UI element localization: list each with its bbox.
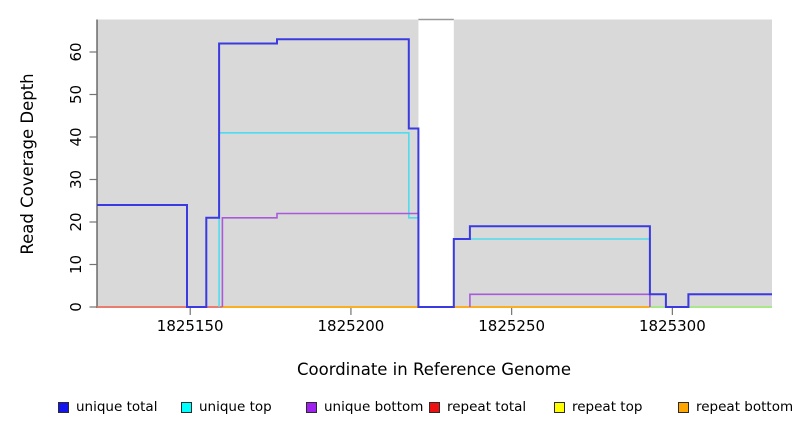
legend-swatch-repeat-total [429,402,440,413]
y-tick-label: 30 [67,170,85,189]
y-axis-title: Read Coverage Depth [18,73,37,254]
panel-layer [96,18,772,308]
legend-label: repeat bottom [696,399,792,415]
legend-item-unique-total: unique total [58,400,157,415]
legend-item-unique-bottom: unique bottom [306,400,423,415]
legend-item-repeat-bottom: repeat bottom [678,400,792,415]
legend-label: unique top [199,399,272,415]
axes-layer: 1825150 1825200 1825250 1825300 0 10 20 30 40 50 6… [67,42,706,335]
y-tick-label: 60 [67,42,85,61]
legend-swatch-unique-bottom [306,402,317,413]
legend-item-repeat-top: repeat top [554,400,642,415]
legend-swatch-repeat-top [554,402,565,413]
unique-total-line [97,38,772,308]
legend-label: repeat top [572,399,643,415]
y-tick-label: 40 [67,127,85,146]
x-tick-label: 1825250 [478,317,545,335]
y-tick-label: 20 [67,212,85,231]
legend-label: unique total [76,399,158,415]
legend-label: unique bottom [324,399,424,415]
y-tick-label: 50 [67,85,85,104]
y-tick-label: 0 [67,302,85,312]
legend-swatch-unique-total [58,402,69,413]
legend-item-repeat-total: repeat total [429,400,526,415]
x-axis-title: Coordinate in Reference Genome [297,360,571,379]
y-tick-label: 10 [67,255,85,274]
x-tick-label: 1825200 [318,317,385,335]
legend-item-unique-top: unique top [181,400,272,415]
no-data-gap [418,18,454,308]
series-layer [97,38,772,308]
legend-swatch-repeat-bottom [678,402,689,413]
x-tick-label: 1825150 [157,317,224,335]
legend-swatch-unique-top [181,402,192,413]
legend-label: repeat total [447,399,527,415]
chart-svg: 1825150 1825200 1825250 1825300 0 10 20 30 40 50 6… [18,18,772,379]
unique-bottom-line [469,293,651,307]
x-tick-label: 1825300 [639,317,706,335]
